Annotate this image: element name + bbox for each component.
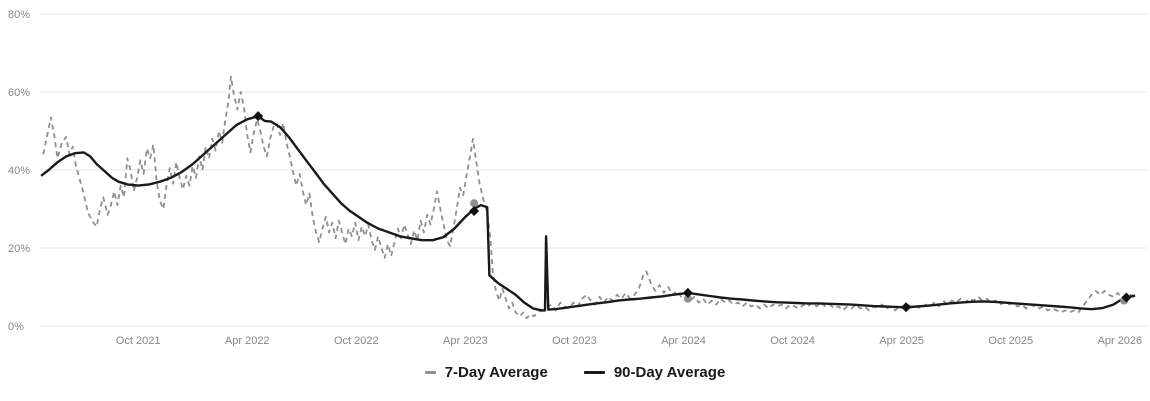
- y-tick-label: 60%: [8, 87, 30, 99]
- x-tick-label: Apr 2025: [879, 335, 924, 347]
- dashed-line-swatch-icon: [424, 371, 436, 374]
- y-tick-label: 0%: [8, 321, 24, 333]
- data-point-circle[interactable]: [470, 199, 479, 208]
- data-point-diamond[interactable]: [253, 111, 264, 122]
- legend-label-90-day: 90-Day Average: [613, 364, 726, 381]
- x-tick-label: Apr 2026: [1097, 335, 1142, 347]
- data-point-circle[interactable]: [683, 294, 692, 303]
- x-axis-labels: Oct 2021 Apr 2022 Oct 2022 Apr 2023 Oct 2023…: [116, 335, 1142, 347]
- chart-plot-area[interactable]: 0% 20% 40% 60% 80% Oct 2021 Apr 2022 Oct 2022 Ap…: [0, 0, 1150, 352]
- legend-item-7-day[interactable]: 7-Day Average: [424, 364, 548, 381]
- legend-label-7-day: 7-Day Average: [444, 364, 548, 381]
- data-point-diamond[interactable]: [682, 287, 693, 298]
- data-point-diamond[interactable]: [469, 205, 480, 216]
- seven-day-line: [42, 75, 1136, 320]
- x-tick-label: Apr 2023: [443, 335, 488, 347]
- x-tick-label: Apr 2024: [661, 335, 706, 347]
- data-point-diamond[interactable]: [901, 302, 912, 313]
- y-tick-label: 80%: [8, 9, 30, 21]
- chart-legend: 7-Day Average 90-Day Average: [0, 364, 1150, 381]
- y-axis-labels: 0% 20% 40% 60% 80%: [8, 9, 30, 333]
- solid-line-swatch-icon: [583, 371, 605, 374]
- x-tick-label: Oct 2025: [988, 335, 1033, 347]
- x-tick-label: Oct 2024: [770, 335, 815, 347]
- y-tick-label: 20%: [8, 243, 30, 255]
- ninety-day-line: [40, 114, 1136, 312]
- data-point-diamond[interactable]: [1121, 292, 1132, 303]
- x-tick-label: Oct 2021: [116, 335, 161, 347]
- x-tick-label: Apr 2022: [225, 335, 270, 347]
- x-tick-label: Oct 2022: [334, 335, 379, 347]
- y-tick-label: 40%: [8, 165, 30, 177]
- x-tick-label: Oct 2023: [552, 335, 597, 347]
- gridlines: [40, 13, 1146, 327]
- legend-item-90-day[interactable]: 90-Day Average: [583, 364, 726, 381]
